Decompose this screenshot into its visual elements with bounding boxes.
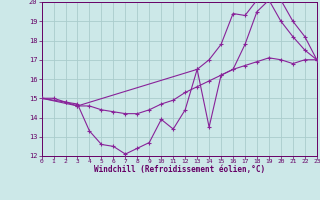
X-axis label: Windchill (Refroidissement éolien,°C): Windchill (Refroidissement éolien,°C)	[94, 165, 265, 174]
